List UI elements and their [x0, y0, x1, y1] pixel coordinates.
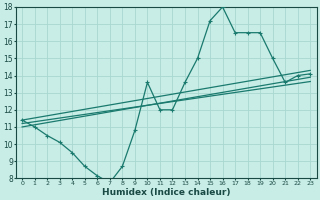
X-axis label: Humidex (Indice chaleur): Humidex (Indice chaleur) — [102, 188, 230, 197]
